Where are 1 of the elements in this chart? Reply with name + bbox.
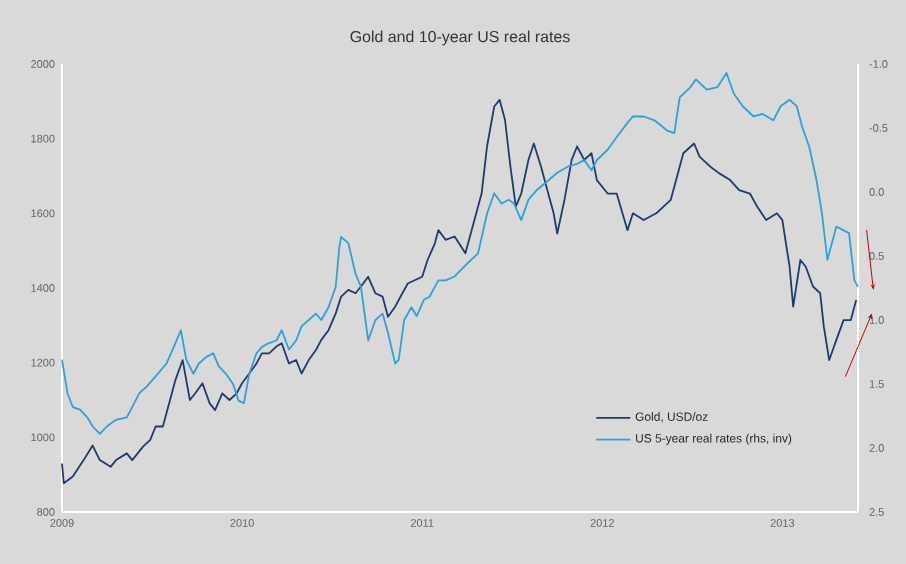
line-series (61, 72, 859, 435)
